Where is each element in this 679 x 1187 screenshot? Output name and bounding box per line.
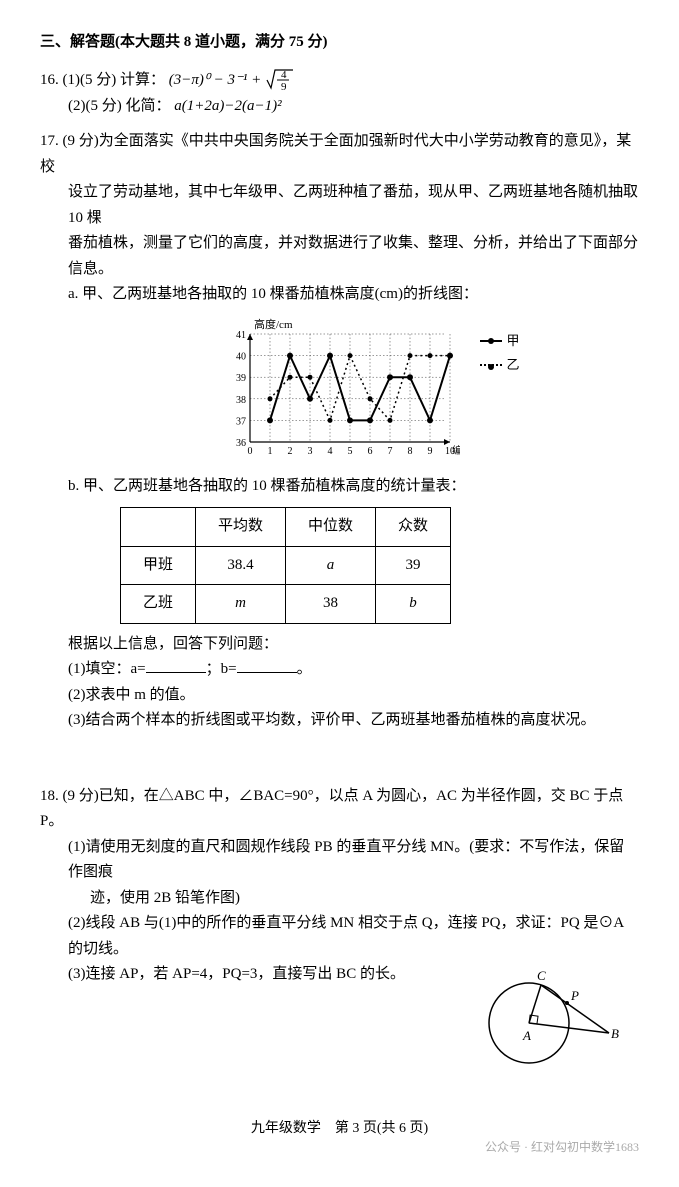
q17-l3: 番茄植株，测量了它们的高度，并对数据进行了收集、整理、分析，并给出了下面部分信息… (40, 231, 639, 282)
blank-a (146, 657, 206, 673)
svg-text:3: 3 (307, 446, 312, 457)
label-A: A (522, 1028, 531, 1043)
q16-p2-prefix: (2)(5 分) 化简： (68, 98, 170, 114)
svg-text:5: 5 (347, 446, 352, 457)
table-row: 乙班 m 38 b (121, 585, 451, 624)
cell-yi-mean: m (196, 585, 286, 624)
cell-yi-median: 38 (286, 585, 376, 624)
line-chart: 高度/cm363738394041012345678910编号 甲 乙 (220, 316, 460, 466)
q17-num: 17. (40, 133, 59, 149)
table-row: 甲班 38.4 a 39 (121, 546, 451, 585)
q16-p1-prefix: (1)(5 分) 计算： (63, 72, 165, 88)
sqrt-expr: 4 9 (265, 72, 295, 88)
label-P: P (570, 988, 579, 1003)
label-C: C (537, 968, 546, 983)
q17-l2: 设立了劳动基地，其中七年级甲、乙两班种植了番茄，现从甲、乙两班基地各随机抽取 1… (40, 180, 639, 231)
svg-text:41: 41 (236, 330, 246, 341)
cell-jia-mode: 39 (376, 546, 451, 585)
svg-text:编号: 编号 (452, 444, 460, 457)
table-header-row: 平均数 中位数 众数 (121, 508, 451, 547)
svg-text:7: 7 (387, 446, 392, 457)
q17-sub1: (1)填空：a= ；b= 。 (40, 657, 639, 683)
svg-text:9: 9 (427, 446, 432, 457)
q17-a-label: a. 甲、乙两班基地各抽取的 10 棵番茄植株高度(cm)的折线图： (40, 282, 639, 308)
q18-s1b: 迹，使用 2B 铅笔作图) (40, 886, 639, 912)
th-median: 中位数 (286, 508, 376, 547)
stats-table: 平均数 中位数 众数 甲班 38.4 a 39 乙班 m 38 b (120, 507, 451, 624)
th-mean: 平均数 (196, 508, 286, 547)
q16-p2: (2)(5 分) 化简： a(1+2a)−2(a−1)² (40, 94, 639, 120)
cell-yi-mode: b (376, 585, 451, 624)
svg-text:8: 8 (407, 446, 412, 457)
problem-17: 17. (9 分)为全面落实《中共中央国务院关于全面加强新时代大中小学劳动教育的… (40, 129, 639, 734)
label-B: B (611, 1026, 619, 1041)
cell-yi: 乙班 (121, 585, 196, 624)
sqrt-num: 4 (281, 69, 287, 81)
svg-text:0: 0 (247, 446, 252, 457)
q16-num: 16. (40, 72, 59, 88)
chart-legend: 甲 乙 (480, 330, 519, 378)
q17-sub3: (3)结合两个样本的折线图或平均数，评价甲、乙两班基地番茄植株的高度状况。 (40, 708, 639, 734)
svg-text:36: 36 (236, 438, 246, 449)
cell-jia: 甲班 (121, 546, 196, 585)
legend-jia-label: 甲 (506, 330, 519, 352)
q18-s1a: (1)请使用无刻度的直尺和圆规作线段 PB 的垂直平分线 MN。(要求：不写作法… (40, 835, 639, 886)
svg-text:37: 37 (236, 416, 246, 427)
section-title: 三、解答题(本大题共 8 道小题，满分 75 分) (40, 30, 639, 56)
svg-text:6: 6 (367, 446, 372, 457)
blank-b (237, 657, 297, 673)
svg-text:38: 38 (236, 394, 246, 405)
sqrt-den: 9 (281, 81, 287, 93)
svg-text:4: 4 (327, 446, 332, 457)
q17-b-label: b. 甲、乙两班基地各抽取的 10 棵番茄植株高度的统计量表： (40, 474, 639, 500)
problem-18: 18. (9 分)已知，在△ABC 中，∠BAC=90°，以点 A 为圆心，AC… (40, 784, 639, 1088)
svg-text:39: 39 (236, 373, 246, 384)
q17-sub2: (2)求表中 m 的值。 (40, 683, 639, 709)
svg-text:1: 1 (267, 446, 272, 457)
q18-s2: (2)线段 AB 与(1)中的所作的垂直平分线 MN 相交于点 Q，连接 PQ，… (40, 911, 639, 962)
sub1-b: ；b= (206, 661, 237, 677)
cell-jia-mean: 38.4 (196, 546, 286, 585)
legend-yi-label: 乙 (506, 354, 519, 376)
q17-points: (9 分) (63, 133, 99, 149)
legend-jia: 甲 (480, 330, 519, 352)
q18-points: (9 分) (63, 788, 99, 804)
problem-16: 16. (1)(5 分) 计算： (3−π)⁰ − 3⁻¹ + 4 9 (2)(… (40, 64, 639, 120)
q17-followup: 根据以上信息，回答下列问题： (40, 632, 639, 658)
circle-figure: A B C P (479, 958, 619, 1088)
cell-jia-median: a (286, 546, 376, 585)
q16-p1-expr: (3−π)⁰ − 3⁻¹ + (169, 72, 265, 88)
q17-l1: 为全面落实《中共中央国务院关于全面加强新时代大中小学劳动教育的意见》，某校 (40, 133, 631, 175)
sub1-a: (1)填空：a= (68, 661, 146, 677)
th-mode: 众数 (376, 508, 451, 547)
th-blank (121, 508, 196, 547)
svg-text:2: 2 (287, 446, 292, 457)
svg-text:40: 40 (236, 351, 246, 362)
svg-text:高度/cm: 高度/cm (254, 317, 293, 331)
sub1-c: 。 (297, 661, 312, 677)
q18-num: 18. (40, 788, 59, 804)
q16-p2-expr: a(1+2a)−2(a−1)² (174, 98, 281, 114)
legend-yi: 乙 (480, 354, 519, 376)
q18-stem: 已知，在△ABC 中，∠BAC=90°，以点 A 为圆心，AC 为半径作圆，交 … (40, 788, 623, 830)
